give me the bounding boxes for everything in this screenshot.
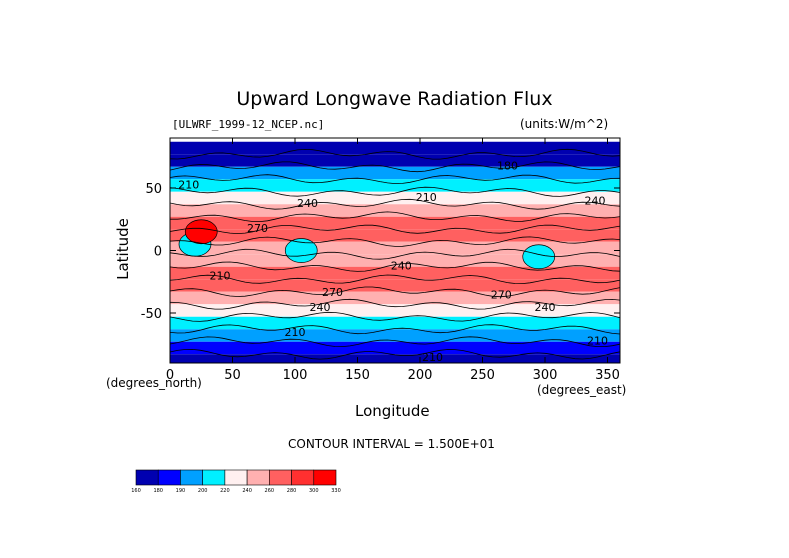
colorbar-swatch bbox=[246, 469, 270, 486]
colorbar-swatch bbox=[269, 469, 292, 486]
colorbar-swatch bbox=[202, 469, 226, 486]
contour-label: 210 bbox=[210, 270, 231, 283]
x-tick-label: 300 bbox=[533, 368, 558, 383]
contour-line bbox=[169, 311, 621, 322]
y-tick-label: 50 bbox=[145, 182, 162, 197]
contour-label: 270 bbox=[247, 222, 268, 235]
x-tick-label: 0 bbox=[166, 368, 174, 383]
colorbar-label: 220 bbox=[220, 488, 230, 494]
heatmap-band bbox=[170, 279, 620, 292]
contour-line bbox=[169, 274, 621, 285]
heatmap-band bbox=[170, 179, 620, 192]
contour-label: 240 bbox=[535, 301, 556, 314]
colorbar-label: 280 bbox=[287, 488, 297, 494]
colorbar-label: 300 bbox=[309, 488, 319, 494]
colorbar-label: 240 bbox=[242, 488, 252, 494]
heatmap-band bbox=[170, 291, 620, 305]
units-label: (units:W/m^2) bbox=[520, 117, 609, 131]
x-units-label: (degrees_east) bbox=[537, 383, 627, 397]
contour-label: 240 bbox=[310, 301, 331, 314]
contour-label: 240 bbox=[391, 260, 412, 273]
contour-interval-label: CONTOUR INTERVAL = 1.500E+01 bbox=[288, 437, 495, 451]
contour-line bbox=[169, 248, 621, 260]
heatmap-band bbox=[170, 304, 620, 317]
x-tick-label: 150 bbox=[345, 368, 370, 383]
colorbar-swatch bbox=[157, 469, 181, 486]
x-tick-label: 50 bbox=[224, 368, 241, 383]
x-tick-label: 100 bbox=[283, 368, 308, 383]
file-label: [ULWRF_1999-12_NCEP.nc] bbox=[172, 118, 325, 131]
contour-label: 210 bbox=[422, 351, 443, 364]
heatmap-feature bbox=[184, 219, 218, 245]
heatmap-band bbox=[170, 341, 620, 355]
contour-line bbox=[169, 324, 621, 335]
colorbar-label: 190 bbox=[176, 488, 186, 494]
contour-line bbox=[169, 336, 621, 348]
y-tick-label: -50 bbox=[141, 307, 162, 322]
contour-label: 210 bbox=[178, 178, 199, 191]
heatmap-feature bbox=[522, 244, 556, 270]
heatmap-band bbox=[170, 154, 620, 167]
contour-label: 270 bbox=[491, 288, 512, 301]
y-tick-label: 0 bbox=[154, 245, 162, 260]
contour-line bbox=[170, 211, 621, 223]
colorbar-label: 260 bbox=[265, 488, 275, 494]
colorbar-swatch bbox=[291, 469, 315, 486]
colorbar-swatch bbox=[313, 469, 337, 486]
contour-line bbox=[169, 348, 621, 360]
contour-line bbox=[169, 261, 621, 272]
colorbar-label: 160 bbox=[131, 488, 141, 494]
contour-line bbox=[169, 161, 621, 173]
colorbar-label: 330 bbox=[331, 488, 341, 494]
y-units-label: (degrees_north) bbox=[106, 376, 202, 390]
colorbar-swatch bbox=[180, 469, 203, 486]
contour-label: 240 bbox=[585, 195, 606, 208]
heatmap-band bbox=[170, 204, 620, 217]
x-tick-label: 200 bbox=[408, 368, 433, 383]
heatmap-band bbox=[170, 216, 620, 230]
x-tick-label: 350 bbox=[595, 368, 620, 383]
chart-title: Upward Longwave Radiation Flux bbox=[236, 88, 553, 110]
colorbar-swatch bbox=[224, 469, 248, 486]
x-axis-label: Longitude bbox=[355, 402, 430, 420]
heatmap-band bbox=[170, 141, 620, 155]
contour-line bbox=[169, 148, 621, 160]
contour-label: 240 bbox=[297, 197, 318, 210]
contour-label: 210 bbox=[416, 191, 437, 204]
colorbar-label: 200 bbox=[198, 488, 208, 494]
contour-line bbox=[169, 286, 621, 298]
contour-line bbox=[169, 224, 621, 235]
contour-line bbox=[169, 298, 621, 310]
contour-line bbox=[169, 236, 621, 247]
heatmap-band bbox=[170, 329, 620, 342]
heatmap-band bbox=[170, 254, 620, 267]
heatmap-band bbox=[170, 166, 620, 180]
contour-label: 270 bbox=[322, 286, 343, 299]
contour-label: 180 bbox=[497, 160, 518, 173]
colorbar-swatch bbox=[135, 469, 159, 486]
heatmap-band bbox=[170, 316, 620, 330]
heatmap-band bbox=[170, 241, 620, 255]
contour-label: 210 bbox=[587, 335, 608, 348]
contour-line bbox=[169, 174, 621, 185]
contour-line bbox=[169, 198, 621, 210]
contour-line bbox=[169, 186, 621, 197]
x-tick-label: 250 bbox=[470, 368, 495, 383]
heatmap-band bbox=[170, 354, 620, 363]
colorbar-label: 180 bbox=[153, 488, 163, 494]
heatmap-band bbox=[170, 229, 620, 242]
contour-label: 210 bbox=[285, 326, 306, 339]
